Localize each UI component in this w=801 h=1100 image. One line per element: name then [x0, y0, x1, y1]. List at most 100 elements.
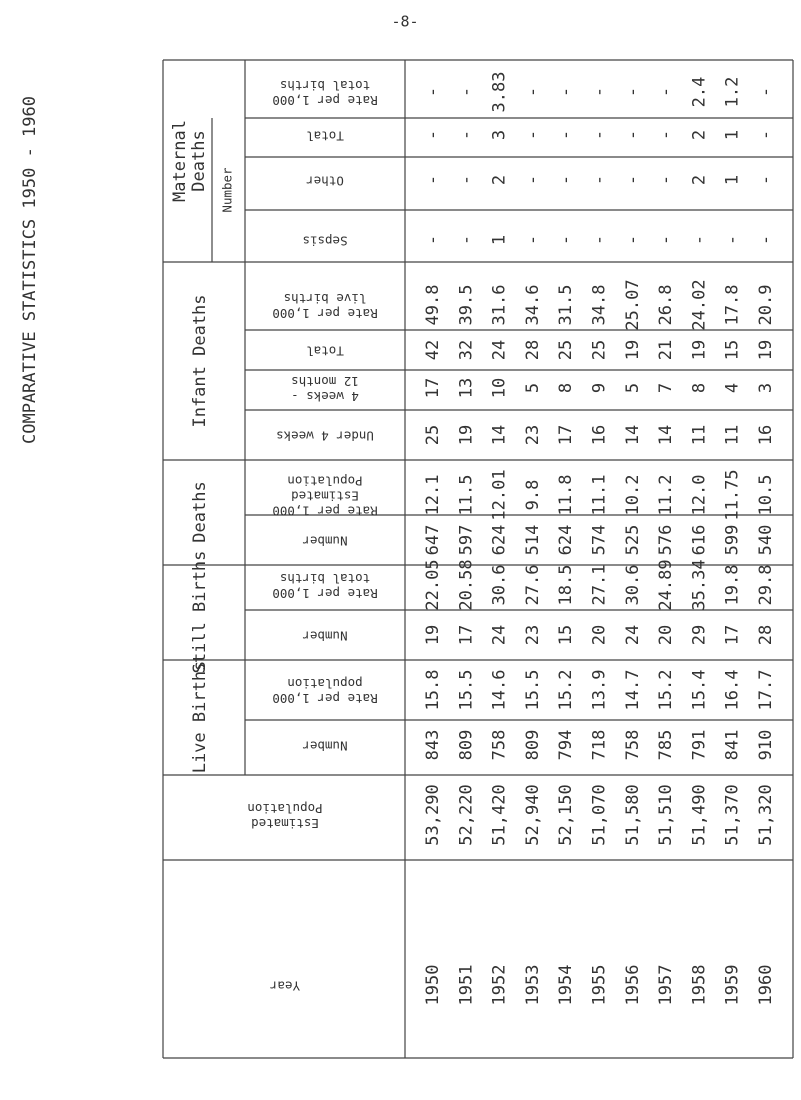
data-cell: 758: [490, 730, 510, 761]
column-header: population: [287, 676, 362, 691]
data-cell: -: [590, 235, 610, 245]
data-cell: 30.6: [490, 565, 510, 606]
data-cell: 1: [723, 130, 743, 140]
data-cell: 2: [689, 175, 709, 185]
data-cell: 718: [590, 730, 610, 761]
data-cell: 19: [689, 340, 709, 360]
data-cell: 19: [623, 340, 643, 360]
data-cell: 25: [556, 340, 576, 360]
data-cell: 10.5: [756, 475, 776, 516]
column-header: Year: [269, 979, 300, 994]
data-cell: 624: [490, 525, 510, 556]
data-cell: 23: [523, 425, 543, 445]
year-cell: 1952: [490, 965, 510, 1006]
data-cell: 15.4: [689, 670, 709, 711]
column-header: Total: [306, 344, 344, 359]
data-cell: 52,150: [556, 784, 576, 845]
data-cell: -: [456, 175, 476, 185]
data-cell: 17: [456, 625, 476, 645]
data-cell: 616: [689, 525, 709, 556]
year-cell: 1955: [590, 965, 610, 1006]
data-cell: 15.2: [556, 670, 576, 711]
data-cell: 15.8: [423, 670, 443, 711]
data-cell: 540: [756, 525, 776, 556]
year-cell: 1959: [723, 965, 743, 1006]
data-cell: 574: [590, 525, 610, 556]
data-cell: 3: [756, 383, 776, 393]
data-cell: 11.1: [590, 475, 610, 516]
data-cell: 35.34: [689, 559, 709, 610]
data-cell: 11.2: [656, 475, 676, 516]
data-cell: 2: [689, 130, 709, 140]
data-cell: 647: [423, 525, 443, 556]
column-header: Number: [302, 629, 348, 644]
data-cell: 843: [423, 730, 443, 761]
data-cell: 17.7: [756, 670, 776, 711]
data-cell: 28: [523, 340, 543, 360]
column-header: Estimated: [291, 489, 359, 504]
column-header: Rate per 1,000: [272, 504, 377, 519]
page-title: COMPARATIVE STATISTICS 1950 - 1960: [20, 96, 40, 444]
data-cell: 12.01: [490, 469, 510, 520]
data-cell: 19: [456, 425, 476, 445]
data-cell: 2.4: [689, 77, 709, 108]
data-cell: 53,290: [423, 784, 443, 845]
data-cell: 15.5: [456, 670, 476, 711]
data-cell: 24.89: [656, 559, 676, 610]
data-cell: 34.8: [590, 285, 610, 326]
data-cell: 19: [756, 340, 776, 360]
data-cell: -: [723, 235, 743, 245]
data-cell: 1: [723, 175, 743, 185]
data-cell: 758: [623, 730, 643, 761]
data-cell: 14: [623, 425, 643, 445]
data-cell: -: [456, 87, 476, 97]
data-cell: 2: [490, 175, 510, 185]
data-cell: -: [756, 235, 776, 245]
data-cell: 10.2: [623, 475, 643, 516]
data-cell: 8: [689, 383, 709, 393]
data-cell: 52,220: [456, 784, 476, 845]
data-cell: 39.5: [456, 285, 476, 326]
column-header: Total: [306, 129, 344, 144]
year-cell: 1960: [756, 965, 776, 1006]
data-cell: 11: [723, 425, 743, 445]
group-label: Number: [220, 167, 235, 213]
data-cell: -: [590, 175, 610, 185]
data-cell: 27.1: [590, 565, 610, 606]
year-cell: 1951: [456, 965, 476, 1006]
column-header: Rate per 1,000: [272, 691, 377, 706]
data-cell: -: [556, 130, 576, 140]
data-cell: 29: [689, 625, 709, 645]
column-header: total births: [280, 78, 370, 93]
data-cell: 30.6: [623, 565, 643, 606]
data-cell: 910: [756, 730, 776, 761]
data-cell: 49.8: [423, 285, 443, 326]
data-cell: 4: [723, 383, 743, 393]
group-label: Infant Deaths: [190, 294, 210, 427]
column-header: 4 weeks -: [291, 389, 359, 404]
data-cell: 28: [756, 625, 776, 645]
data-cell: -: [423, 130, 443, 140]
data-cell: -: [556, 87, 576, 97]
data-cell: 3.83: [490, 72, 510, 113]
data-cell: 11.5: [456, 475, 476, 516]
data-cell: 12.1: [423, 475, 443, 516]
data-cell: 32: [456, 340, 476, 360]
data-cell: -: [656, 130, 676, 140]
data-cell: 51,070: [590, 784, 610, 845]
data-cell: 34.6: [523, 285, 543, 326]
data-cell: 3: [490, 130, 510, 140]
data-cell: 27.6: [523, 565, 543, 606]
data-cell: 15.5: [523, 670, 543, 711]
group-label: Deaths: [189, 130, 209, 191]
data-cell: 16: [590, 425, 610, 445]
data-cell: 17: [556, 425, 576, 445]
data-cell: 21: [656, 340, 676, 360]
data-cell: -: [756, 87, 776, 97]
data-cell: 14: [490, 425, 510, 445]
data-cell: 24: [490, 625, 510, 645]
column-header: Number: [302, 739, 348, 754]
data-cell: 13.9: [590, 670, 610, 711]
data-cell: 791: [689, 730, 709, 761]
data-cell: 51,580: [623, 784, 643, 845]
